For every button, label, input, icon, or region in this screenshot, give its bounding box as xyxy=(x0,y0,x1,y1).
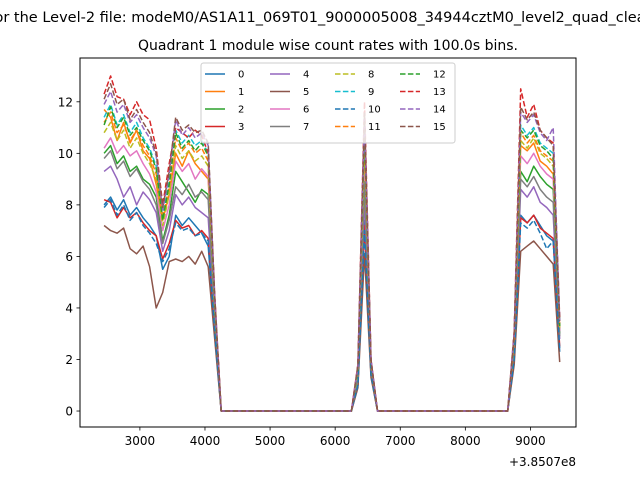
legend-label-8: 8 xyxy=(368,70,374,81)
x-tick-label: 9000 xyxy=(515,434,546,448)
series-layer xyxy=(103,75,561,412)
chart-title: Quadrant 1 module wise count rates with … xyxy=(138,38,518,54)
legend-label-2: 2 xyxy=(238,105,244,116)
legend-label-4: 4 xyxy=(303,70,309,81)
x-tick-label: 8000 xyxy=(450,434,481,448)
legend-label-14: 14 xyxy=(433,105,446,116)
y-tick-label: 8 xyxy=(65,198,73,212)
legend-label-9: 9 xyxy=(368,87,374,98)
y-tick-label: 2 xyxy=(65,353,73,367)
x-tick-label: 3000 xyxy=(125,434,156,448)
legend-frame xyxy=(200,62,456,144)
x-tick-label: 6000 xyxy=(320,434,351,448)
legend-label-13: 13 xyxy=(433,87,446,98)
y-tick-label: 6 xyxy=(65,250,73,264)
legend-label-6: 6 xyxy=(303,105,309,116)
x-offset-label: +3.8507e8 xyxy=(509,455,576,469)
legend-label-12: 12 xyxy=(433,70,446,81)
y-tick-label: 10 xyxy=(58,147,73,161)
legend-label-11: 11 xyxy=(368,122,381,133)
legend-label-1: 1 xyxy=(238,87,244,98)
y-tick-label: 4 xyxy=(65,301,73,315)
figure-suptitle: Plot for the Level-2 file: modeM0/AS1A11… xyxy=(0,10,640,26)
legend-label-7: 7 xyxy=(303,122,309,133)
y-axis: 0 2 4 6 8 10 12 xyxy=(58,95,80,419)
series-15-line xyxy=(103,83,561,412)
plot-area-frame xyxy=(79,57,577,428)
x-tick-label: 4000 xyxy=(190,434,221,448)
y-tick-label: 12 xyxy=(58,95,73,109)
legend-label-3: 3 xyxy=(238,122,244,133)
x-axis: 3000 4000 5000 6000 7000 8000 9000 xyxy=(125,427,546,448)
x-tick-label: 7000 xyxy=(385,434,416,448)
legend-label-10: 10 xyxy=(368,105,381,116)
legend-label-15: 15 xyxy=(433,122,446,133)
y-tick-label: 0 xyxy=(65,405,73,419)
legend-label-0: 0 xyxy=(238,70,244,81)
legend-label-5: 5 xyxy=(303,87,309,98)
x-tick-label: 5000 xyxy=(255,434,286,448)
